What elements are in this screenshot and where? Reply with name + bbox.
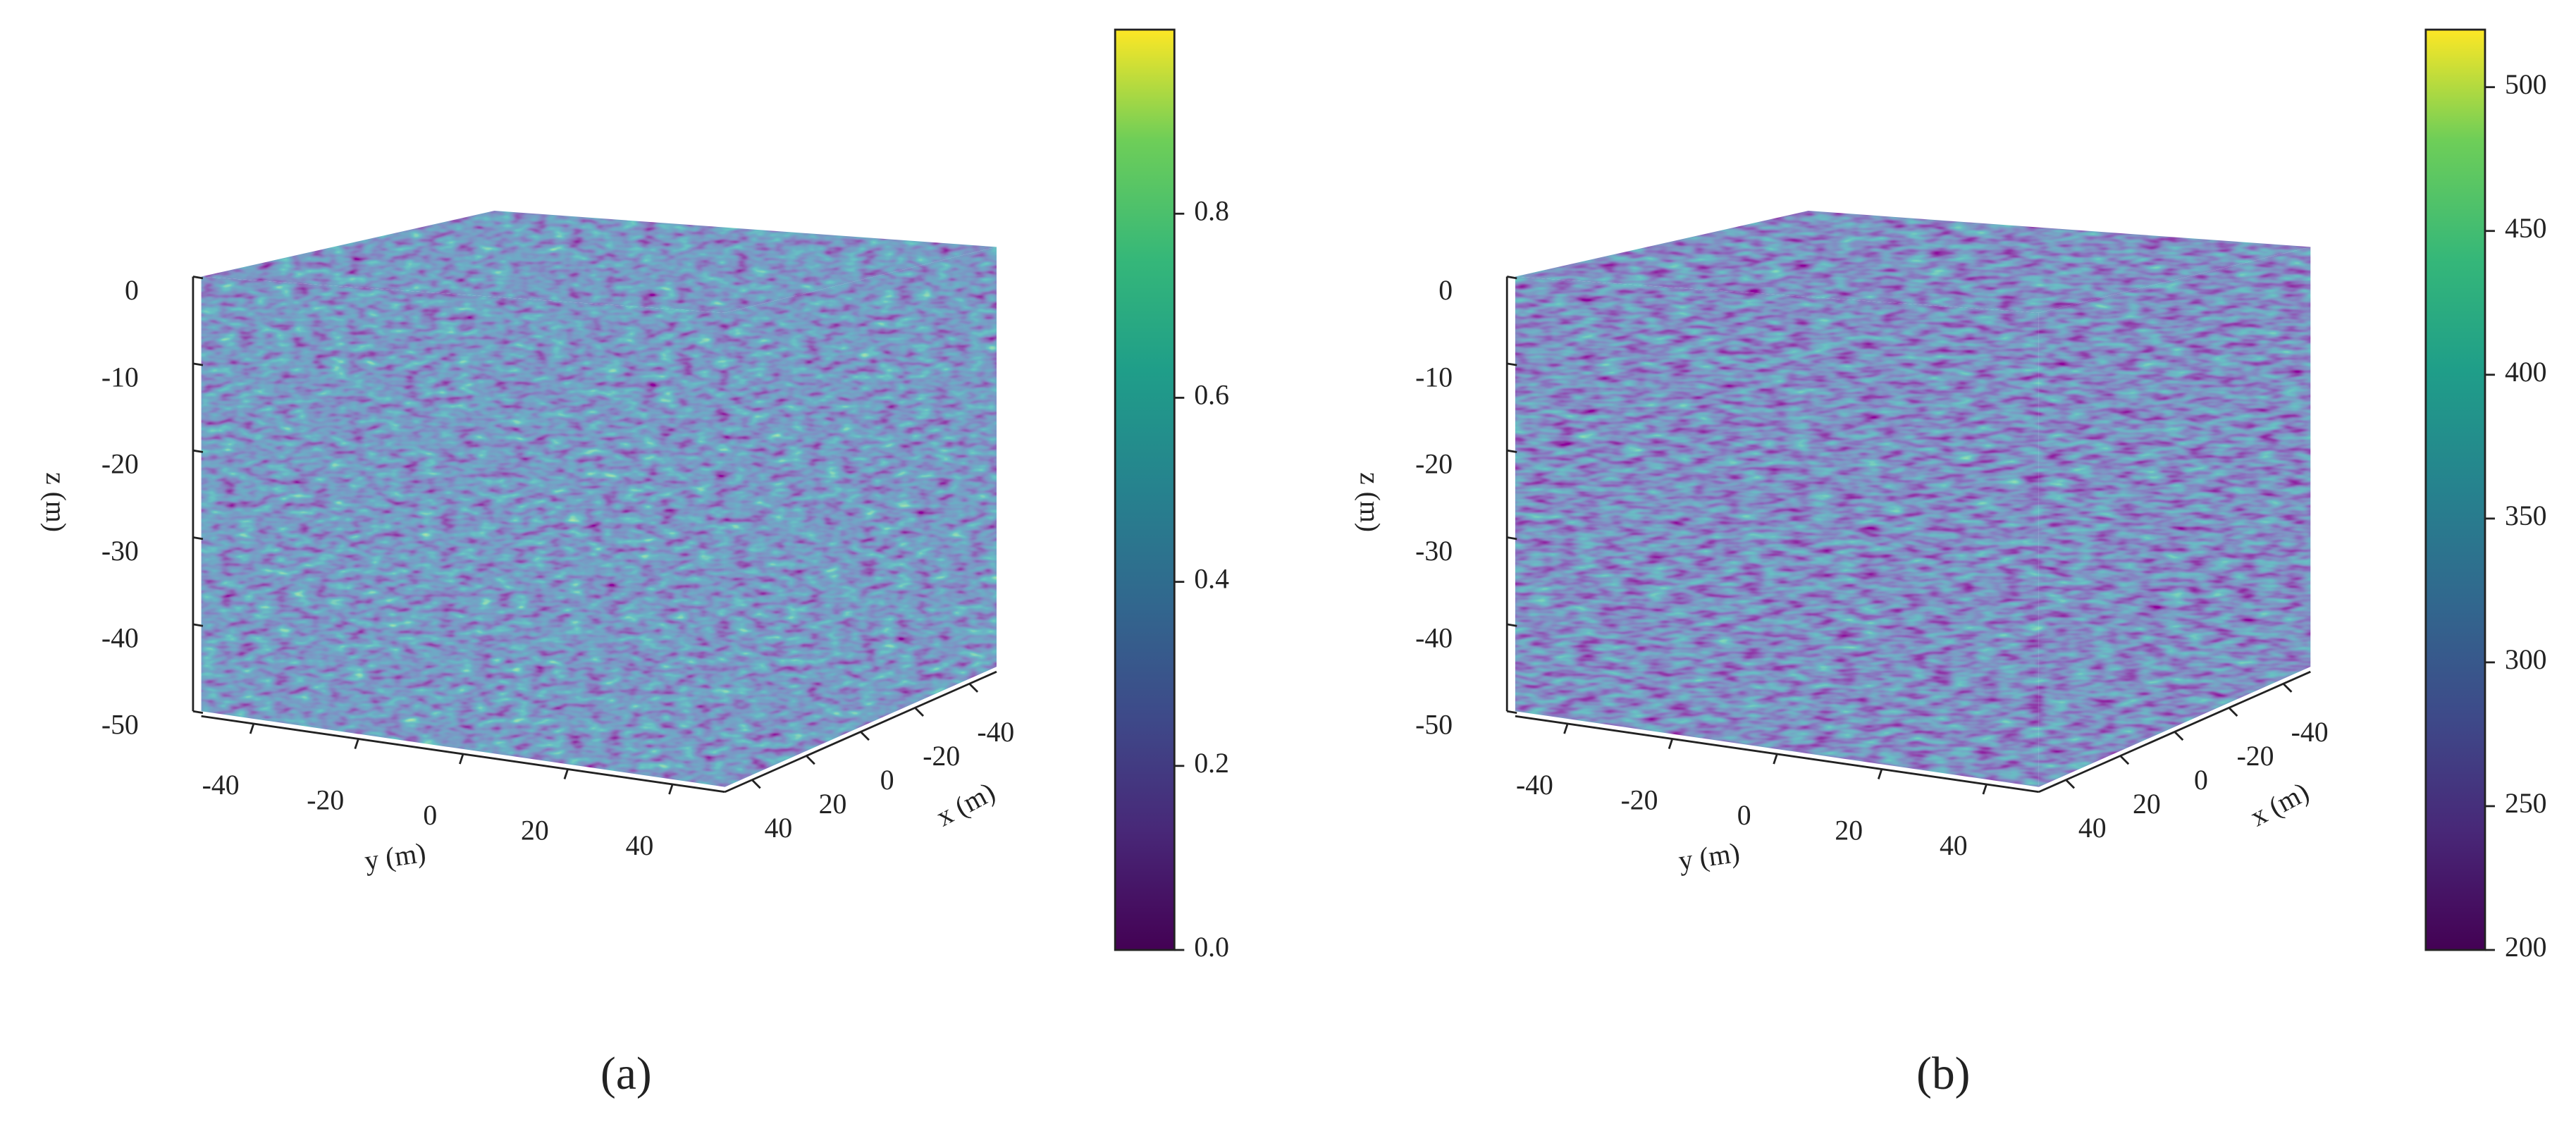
x-tick [914,707,925,717]
x-tick-label: -20 [923,741,960,772]
y-axis-label: y (m) [1677,837,1742,877]
cube-face [1515,211,2311,313]
z-tick-label: -30 [1415,536,1453,567]
z-tick [192,362,204,366]
z-tick-label: 0 [125,275,139,306]
y-tick-label: 40 [1940,830,1968,861]
caption: (b) [1916,1049,1970,1099]
x-tick [751,779,761,789]
y-tick [1773,753,1778,765]
x-tick [2119,755,2130,765]
colorbar-tick-label: 0.0 [1194,932,1229,963]
y-tick-label: 20 [1835,815,1863,846]
caption: (a) [600,1049,652,1099]
z-tick-label: -20 [1415,449,1453,480]
z-tick-label: -40 [101,622,139,653]
z-tick [1506,449,1517,453]
y-tick [563,769,569,779]
x-axis-label: x (m) [2245,776,2315,832]
z-tick-label: -50 [1415,710,1453,741]
cube-face [2038,247,2311,787]
y-tick [1877,769,1883,779]
colorbar-tick-label: 0.2 [1194,748,1229,779]
colorbar-tick-label: 300 [2505,644,2547,675]
z-tick [1506,623,1517,627]
y-tick [1668,739,1674,749]
x-tick-label: 40 [765,813,793,844]
panel: 0 -10 -20 -30 -40 -50 -40 -20 0 20 40 -40 -20 0 20 40 y … [40,28,1229,1099]
x-axis-label: x (m) [931,776,1000,832]
z-tick-label: -50 [101,710,139,741]
z-tick [192,449,204,453]
colorbar-tick-label: 0.8 [1194,195,1229,226]
x-tick-label: 20 [819,789,847,820]
z-tick [192,536,204,541]
colorbar-tick-label: 400 [2505,357,2547,388]
x-tick [968,683,979,693]
y-tick-label: 40 [626,830,654,861]
x-tick-label: -20 [2237,741,2274,772]
colorbar-tick-label: 0.6 [1194,380,1229,411]
cube-face [1515,276,2039,787]
colorbar-tick-label: 350 [2505,500,2547,531]
z-tick [1506,536,1517,541]
z-tick [1506,362,1517,366]
cube-face [725,247,997,787]
z-tick [1506,276,1517,280]
y-tick-label: -20 [1621,785,1658,816]
z-tick [192,276,204,280]
x-tick-label: 40 [2078,813,2107,844]
z-tick-label: -10 [101,362,139,393]
z-tick-label: 0 [1438,275,1453,306]
x-tick [2065,779,2076,789]
colorbar-tick-label: 200 [2505,932,2547,963]
colorbar [2424,28,2486,951]
y-tick-label: -40 [1516,770,1553,801]
x-tick [860,731,870,741]
y-tick [459,753,464,765]
z-tick-label: -20 [101,449,139,480]
y-tick [1563,723,1569,734]
y-tick [249,723,255,734]
z-tick-label: -10 [1415,362,1453,393]
y-tick [354,739,359,749]
colorbar-tick-label: 500 [2505,69,2547,100]
z-tick-label: -30 [101,536,139,567]
cube-face [201,276,725,787]
colorbar-tick-label: 450 [2505,213,2547,244]
y-tick-label: -40 [202,770,240,801]
x-tick [2228,707,2238,717]
z-axis-label: z (m) [1355,472,1386,532]
x-tick [2174,731,2184,741]
colorbar-tick-label: 250 [2505,788,2547,819]
x-tick-label: 0 [2194,765,2208,796]
y-tick-label: 20 [521,815,549,846]
colorbar [1114,28,1176,951]
colorbar-tick-label: 0.4 [1194,564,1229,595]
x-tick [806,755,815,765]
y-tick-label: 0 [423,800,437,831]
y-tick [1982,784,1988,795]
cube-face [201,211,997,313]
y-tick-label: 0 [1737,800,1751,831]
z-axis-label: z (m) [40,472,71,532]
panel: 0 -10 -20 -30 -40 -50 -40 -20 0 20 40 -40 -20 0 20 40 y … [1355,28,2547,1099]
x-tick-label: 0 [880,765,894,796]
x-tick [2282,683,2293,693]
x-tick-label: 20 [2133,789,2161,820]
z-tick [192,710,204,714]
z-tick [192,623,204,627]
z-tick-label: -40 [1415,622,1453,653]
y-tick [668,784,674,795]
y-axis-label: y (m) [363,837,428,877]
x-tick-label: -40 [2291,717,2329,748]
y-tick-label: -20 [307,785,344,816]
z-tick [1506,710,1517,714]
x-tick-label: -40 [977,717,1014,748]
